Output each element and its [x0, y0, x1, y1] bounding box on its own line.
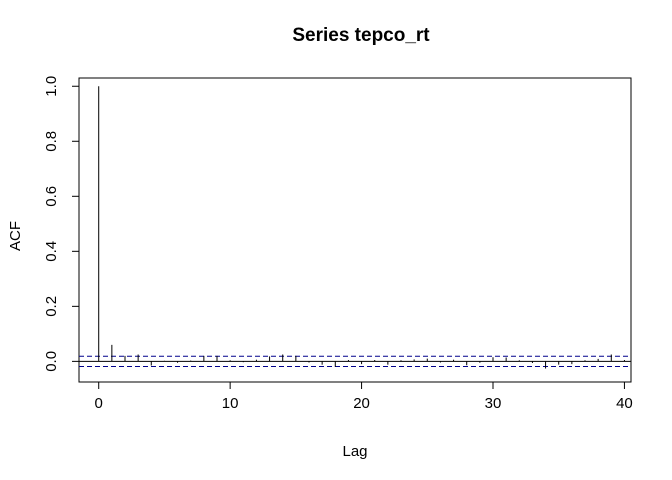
confidence-bounds [79, 355, 631, 367]
y-axis: 0.0 0.2 0.4 0.6 0.8 1.0 [43, 76, 80, 372]
x-tick-label: 40 [616, 395, 633, 412]
y-tick-label: 1.0 [43, 76, 60, 97]
y-tick-label: 0.6 [43, 186, 60, 207]
y-tick-label: 0.0 [43, 351, 60, 372]
acf-bars [98, 86, 625, 369]
y-tick-label: 0.2 [43, 296, 60, 317]
x-tick-label: 20 [353, 395, 370, 412]
chart-title: Series tepco_rt [292, 25, 430, 46]
y-axis-label: ACF [7, 221, 24, 251]
y-tick-label: 0.4 [43, 241, 60, 262]
x-tick-label: 0 [95, 395, 103, 412]
x-tick-label: 10 [222, 395, 239, 412]
y-tick-label: 0.8 [43, 131, 60, 152]
x-axis-label: Lag [342, 443, 367, 460]
x-tick-label: 30 [485, 395, 502, 412]
plot-frame [78, 77, 632, 383]
x-axis: 0 10 20 30 40 [95, 381, 633, 412]
